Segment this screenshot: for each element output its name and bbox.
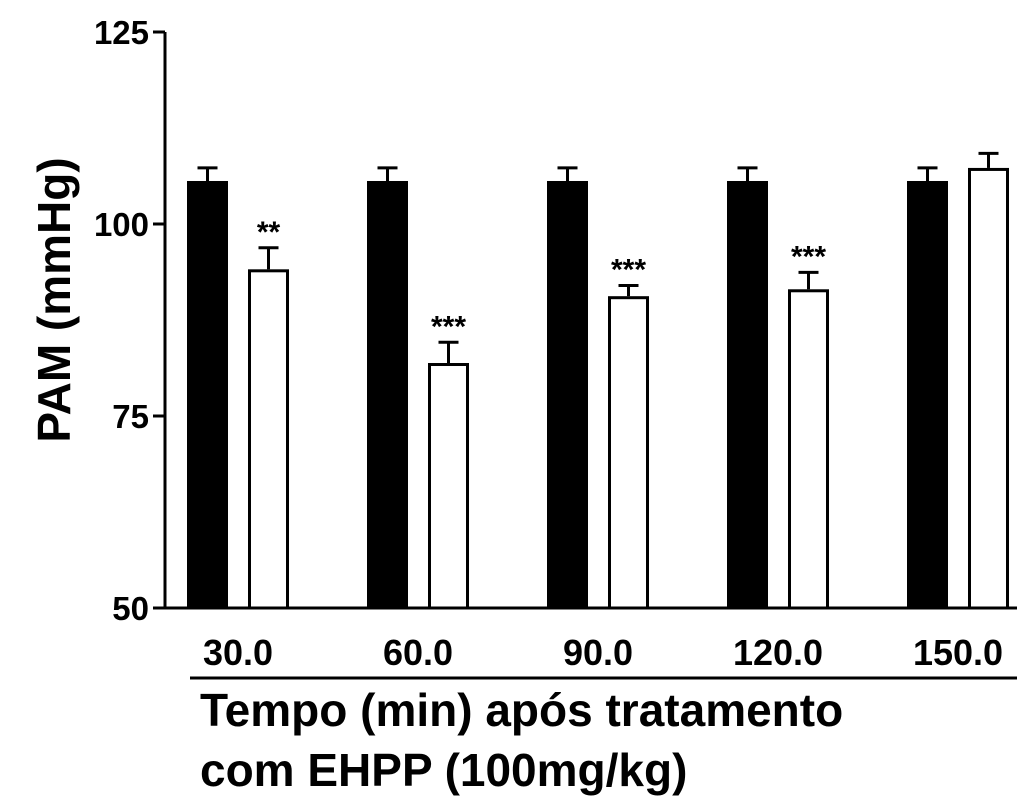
bar	[187, 180, 228, 608]
x-axis-label-line-1: Tempo (min) após tratamento	[200, 684, 843, 736]
x-axis-label-line-2: com EHPP (100mg/kg)	[200, 744, 687, 796]
category-label: 60.0	[383, 632, 453, 673]
bar	[248, 269, 289, 610]
category-label: 120.0	[733, 632, 823, 673]
bar	[608, 296, 649, 610]
bar	[367, 180, 408, 608]
bars	[187, 151, 1009, 610]
y-axis-label: PAM (mmHg)	[28, 157, 80, 442]
bar	[907, 180, 948, 608]
bar	[727, 180, 768, 608]
bar	[968, 167, 1009, 610]
significance-marker: ***	[611, 253, 646, 286]
y-tick-labels: 50 75 100 125	[94, 14, 149, 627]
category-labels: 30.0 60.0 90.0 120.0 150.0	[203, 632, 1003, 673]
bar	[788, 289, 829, 610]
category-label: 30.0	[203, 632, 273, 673]
significance-marker: ***	[431, 310, 466, 343]
y-tick-label: 50	[112, 590, 149, 627]
category-label: 90.0	[563, 632, 633, 673]
y-tick-label: 125	[94, 14, 149, 51]
significance-marker: **	[257, 216, 281, 249]
significance-markers: ******** ***	[257, 216, 827, 343]
bar	[428, 363, 469, 610]
y-tick-label: 100	[94, 206, 149, 243]
significance-marker: ***	[791, 240, 826, 273]
bar	[547, 180, 588, 608]
y-tick-label: 75	[112, 398, 149, 435]
y-axis	[153, 30, 167, 610]
category-label: 150.0	[913, 632, 1003, 673]
